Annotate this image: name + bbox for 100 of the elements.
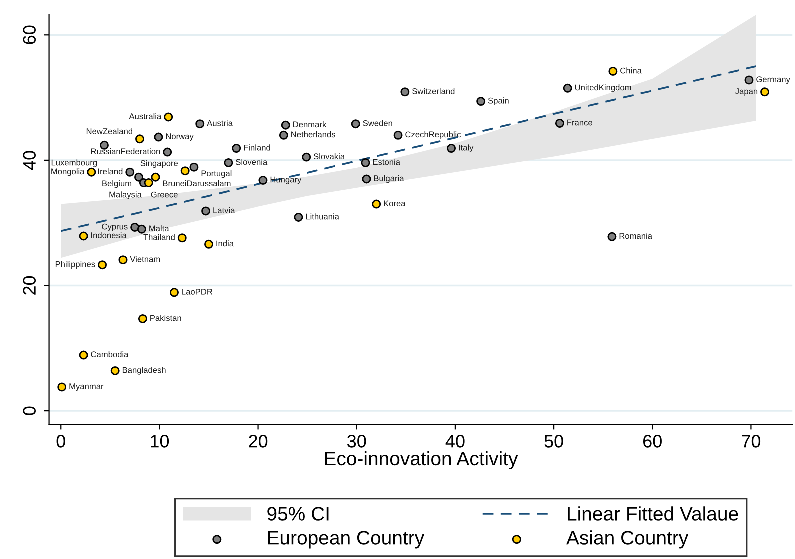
point <box>137 224 146 234</box>
data-label: Switzerland <box>412 88 455 94</box>
point <box>608 232 617 242</box>
data-label: BruneiDarussalam <box>163 180 231 187</box>
point <box>232 144 242 154</box>
point <box>118 256 128 265</box>
data-label: Denmark <box>294 121 327 128</box>
point <box>281 120 290 130</box>
data-label: Bulgaria <box>374 175 404 184</box>
data-label: Italy <box>459 144 474 152</box>
data-label: Pakistan <box>150 315 182 322</box>
point <box>279 130 288 140</box>
data-label: Indonesia <box>92 232 127 238</box>
point <box>744 76 754 85</box>
point <box>224 158 234 168</box>
y-tick-label: 60 <box>23 26 36 44</box>
point <box>351 120 360 129</box>
point <box>98 260 108 270</box>
data-label: Germany <box>756 76 790 84</box>
point <box>447 144 456 154</box>
point <box>154 132 164 142</box>
data-label: Spain <box>488 98 509 106</box>
data-label: Slovakia <box>314 153 346 160</box>
point <box>134 172 144 182</box>
data-label: Sweden <box>363 120 392 126</box>
data-label: Thailand <box>144 234 175 240</box>
point <box>476 97 486 106</box>
data-label: Malaysia <box>110 192 142 200</box>
legend-label: Linear Fitted Valaue <box>568 506 738 521</box>
point <box>135 134 144 144</box>
x-tick-label: 60 <box>644 435 662 448</box>
point <box>110 366 120 376</box>
point <box>400 88 410 97</box>
point <box>130 222 140 232</box>
data-label: Cyprus <box>102 224 128 232</box>
point <box>563 84 572 93</box>
data-label: Australia <box>129 113 162 120</box>
point <box>79 232 88 241</box>
y-tick-label: 0 <box>23 406 36 416</box>
data-label: Bangladesh <box>122 367 166 375</box>
data-label: Greece <box>151 192 178 198</box>
point <box>163 148 172 157</box>
point <box>361 158 370 168</box>
data-label: Slovenia <box>236 159 268 166</box>
point <box>151 172 160 182</box>
data-label: Romania <box>620 233 652 240</box>
point <box>555 118 564 128</box>
y-tick-label: 40 <box>23 151 36 170</box>
data-label: Philippines <box>56 261 96 269</box>
x-tick-label: 50 <box>544 435 564 448</box>
x-tick-label: 20 <box>249 435 268 448</box>
point <box>79 350 88 360</box>
data-label: Luxembourg <box>52 160 98 168</box>
point <box>126 168 135 177</box>
data-label: Vietnam <box>130 256 160 262</box>
data-label: Cambodia <box>91 351 129 358</box>
data-label: RussianFederation <box>91 148 160 155</box>
point <box>164 112 174 122</box>
data-label: Latvia <box>214 207 236 214</box>
data-label: Lithuania <box>306 214 340 220</box>
point <box>178 234 187 243</box>
data-label: China <box>620 68 642 74</box>
point <box>394 130 403 140</box>
point <box>294 212 304 222</box>
text: European Country <box>268 531 425 549</box>
data-label: Korea <box>384 200 406 207</box>
x-tick-label: 40 <box>446 435 465 448</box>
data-label: NewZealand <box>86 128 133 134</box>
point <box>608 66 618 76</box>
data-label: Ireland <box>98 168 123 175</box>
point <box>180 166 190 176</box>
data-label: Norway <box>166 134 194 142</box>
data-label: Portugal <box>202 170 232 178</box>
point <box>190 162 199 172</box>
text: 95% CI <box>268 507 329 521</box>
point <box>87 168 96 177</box>
x-tick-label: 10 <box>151 435 170 448</box>
data-label: Estonia <box>373 159 400 166</box>
data-label: Netherlands <box>292 132 336 138</box>
point <box>362 174 372 184</box>
data-label: Belgium <box>102 180 132 188</box>
y-tick-label: 20 <box>23 276 36 295</box>
legend-label: Asian Country <box>566 530 689 549</box>
data-label: Mongolia <box>52 168 85 176</box>
data-label: Malta <box>150 225 170 232</box>
point <box>202 206 211 216</box>
data-label: Singapore <box>140 160 178 168</box>
point <box>58 382 67 392</box>
x-axis-title: Eco-innovation Activity <box>325 451 518 470</box>
point <box>170 288 179 298</box>
data-label: LaoPDR <box>182 289 213 295</box>
point <box>204 240 214 249</box>
point <box>196 120 205 129</box>
data-label: Finland <box>244 144 270 151</box>
point <box>138 314 148 324</box>
data-label: CzechRepublic <box>406 132 462 140</box>
data-label: Japan <box>735 88 758 96</box>
data-label: UnitedKingdom <box>575 84 632 92</box>
point <box>302 152 312 162</box>
point <box>258 176 268 185</box>
